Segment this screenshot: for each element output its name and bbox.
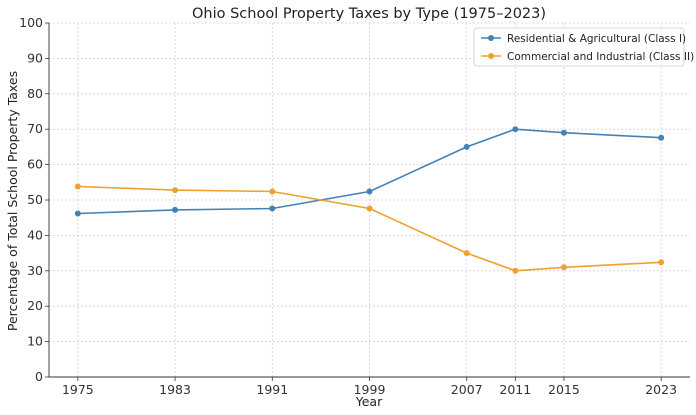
data-point-series-2 bbox=[512, 267, 519, 274]
data-point-series-1 bbox=[172, 206, 179, 213]
y-tick-label: 20 bbox=[27, 298, 43, 313]
y-tick-label: 30 bbox=[27, 263, 43, 278]
x-tick-label: 1975 bbox=[62, 382, 94, 397]
x-tick-label: 2007 bbox=[451, 382, 483, 397]
x-tick-label: 1983 bbox=[159, 382, 191, 397]
legend: Residential & Agricultural (Class I) Com… bbox=[473, 27, 694, 67]
data-point-series-2 bbox=[172, 187, 179, 194]
y-tick-label: 60 bbox=[27, 157, 43, 172]
data-point-series-2 bbox=[366, 205, 373, 212]
series-line-2 bbox=[77, 185, 662, 272]
series-line-1 bbox=[77, 128, 662, 215]
y-tick-label: 80 bbox=[27, 86, 43, 101]
x-axis-label: Year bbox=[355, 394, 383, 409]
grid bbox=[49, 22, 690, 378]
legend-label-class-2: Commercial and Industrial (Class II) bbox=[507, 51, 694, 63]
y-tick-label: 50 bbox=[27, 192, 43, 207]
data-point-series-1 bbox=[269, 205, 276, 212]
data-point-series-2 bbox=[560, 264, 567, 271]
y-tick-label: 70 bbox=[27, 121, 43, 136]
series-layer bbox=[74, 126, 665, 274]
y-tick-label: 0 bbox=[35, 369, 43, 384]
data-point-series-2 bbox=[658, 259, 665, 266]
data-point-series-1 bbox=[512, 126, 519, 133]
chart-title: Ohio School Property Taxes by Type (1975… bbox=[192, 6, 546, 22]
legend-box bbox=[473, 27, 685, 67]
y-tick-label: 90 bbox=[27, 50, 43, 65]
data-point-series-1 bbox=[658, 134, 665, 141]
x-tick-label: 2011 bbox=[499, 382, 531, 397]
data-point-series-1 bbox=[74, 210, 81, 217]
data-point-series-1 bbox=[366, 188, 373, 195]
axes: 0 10 20 30 40 50 60 70 80 90 100 1975 1983 1991 1999 20… bbox=[19, 15, 690, 397]
y-tick-label: 40 bbox=[27, 227, 43, 242]
x-tick-label: 2015 bbox=[548, 382, 580, 397]
y-tick-label: 10 bbox=[27, 334, 43, 349]
x-tick-label: 1991 bbox=[256, 382, 288, 397]
x-tick-label: 2023 bbox=[645, 382, 677, 397]
data-point-series-2 bbox=[269, 188, 276, 195]
data-point-series-1 bbox=[560, 129, 567, 136]
legend-marker-class-2 bbox=[488, 53, 494, 59]
x-tick-label: 1999 bbox=[354, 382, 386, 397]
data-point-series-2 bbox=[463, 250, 470, 257]
y-axis-label: Percentage of Total School Property Taxe… bbox=[5, 71, 20, 331]
legend-marker-class-1 bbox=[488, 35, 494, 41]
legend-label-class-1: Residential & Agricultural (Class I) bbox=[507, 33, 686, 45]
data-point-series-1 bbox=[463, 143, 470, 150]
y-tick-label: 100 bbox=[19, 15, 43, 30]
data-point-series-2 bbox=[74, 183, 81, 190]
